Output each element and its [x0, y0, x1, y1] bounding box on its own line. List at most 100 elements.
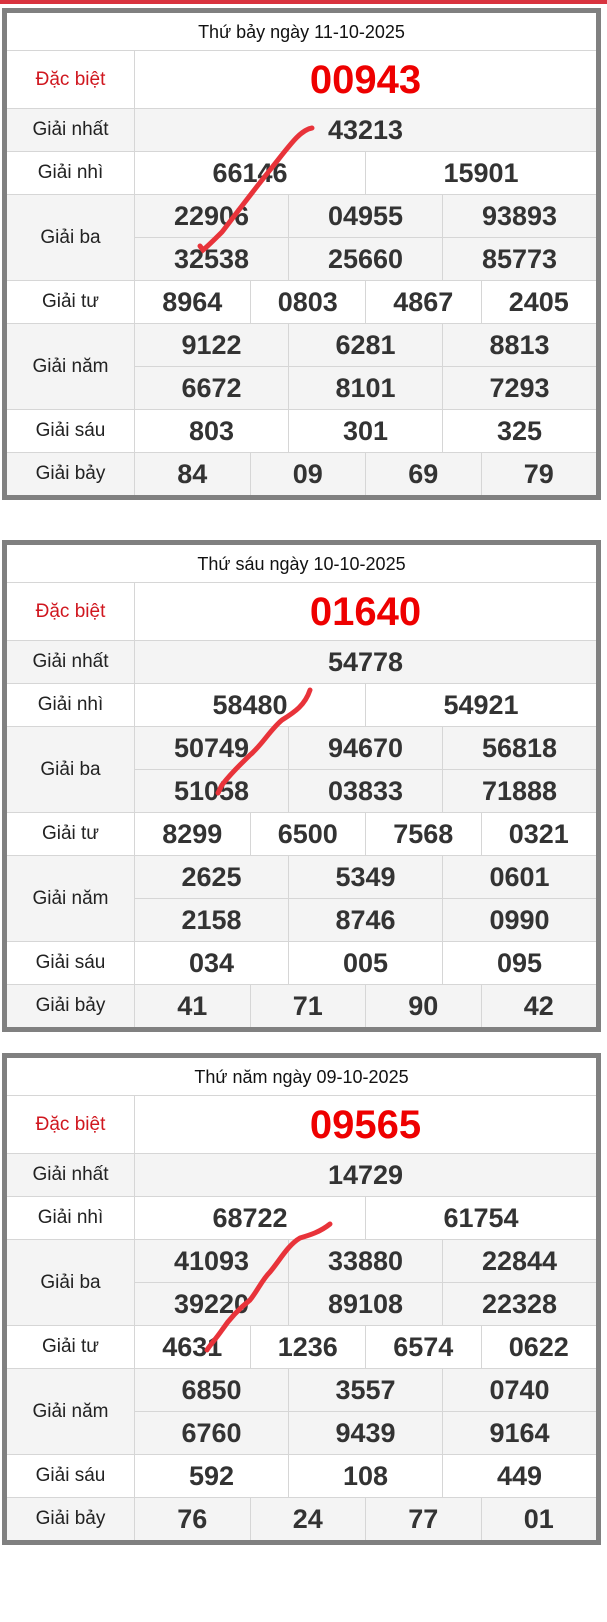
prize-number: 50749 — [173, 732, 250, 763]
prize-number: 85773 — [442, 238, 596, 280]
prize-values: 43213 — [135, 109, 596, 151]
prize-values-line: 58480 54921 — [135, 684, 596, 726]
prize-number: 89108 — [288, 1283, 442, 1325]
prize-number: 325 — [442, 410, 596, 452]
prize-number: 005 — [288, 942, 442, 984]
prize-number: 39220 — [173, 1288, 250, 1319]
prize-values-line: 6672 8101 7293 — [135, 366, 596, 409]
prize-number: 7293 — [442, 367, 596, 409]
prize-number: 77 — [365, 1498, 481, 1540]
prize-values: 9122 6281 8813 6672 8101 7293 — [135, 324, 596, 409]
prize-number: 94670 — [288, 727, 442, 769]
prize-number: 58480 — [212, 689, 288, 720]
prize-number: 71 — [249, 985, 366, 1027]
prize-values-line: 592 108 449 — [135, 1455, 596, 1497]
prize-number: 54778 — [327, 646, 404, 677]
prize-values-line: 6850 3557 0740 — [135, 1369, 596, 1411]
prize-values: 54778 — [135, 641, 596, 683]
prize-number: 9439 — [288, 1412, 442, 1454]
prize-values-line: 4631 1236 6574 0622 — [135, 1326, 596, 1368]
prize-number: 6850 — [181, 1374, 242, 1405]
prize-number: 84 — [177, 458, 208, 489]
prize-row-g5: Giải năm 6850 3557 0740 6760 9439 9164 — [7, 1369, 596, 1455]
prize-values-line: 2625 5349 0601 — [135, 856, 596, 898]
prize-values: 41093 33880 22844 39220 89108 22328 — [135, 1240, 596, 1325]
prize-number: 0803 — [249, 281, 366, 323]
prize-number: 0601 — [442, 856, 596, 898]
prize-values-line: 32538 25660 85773 — [135, 237, 596, 280]
prize-label: Giải năm — [7, 324, 135, 409]
prize-number: 449 — [442, 1455, 596, 1497]
prize-number: 09 — [249, 453, 366, 495]
prize-values-line: 22906 04955 93893 — [135, 195, 596, 237]
prize-values: 68722 61754 — [135, 1197, 596, 1239]
prize-label: Giải bảy — [7, 1498, 135, 1540]
prize-values-line: 14729 — [135, 1154, 596, 1196]
prize-label: Giải bảy — [7, 985, 135, 1027]
prize-number: 6281 — [288, 324, 442, 366]
prize-row-g2: Giải nhì 68722 61754 — [7, 1197, 596, 1240]
prize-values-line: 68722 61754 — [135, 1197, 596, 1239]
prize-number: 108 — [288, 1455, 442, 1497]
prize-number: 0321 — [480, 813, 597, 855]
prize-number: 6500 — [249, 813, 366, 855]
prize-label: Giải sáu — [7, 410, 135, 452]
prize-label: Giải nhất — [7, 641, 135, 683]
prize-values-line: 41093 33880 22844 — [135, 1240, 596, 1282]
prize-values-line: 8964 0803 4867 2405 — [135, 281, 596, 323]
prize-number: 42 — [480, 985, 597, 1027]
prize-row-g4: Giải tư 8964 0803 4867 2405 — [7, 281, 596, 324]
prize-row-special: Đặc biệt 00943 — [7, 51, 596, 109]
prize-values: 034 005 095 — [135, 942, 596, 984]
prize-values: 2625 5349 0601 2158 8746 0990 — [135, 856, 596, 941]
draw-date-title: Thứ bảy ngày 11-10-2025 — [7, 13, 596, 51]
prize-label: Giải ba — [7, 727, 135, 812]
special-prize-number: 01640 — [309, 589, 422, 634]
prize-number: 51058 — [173, 775, 250, 806]
prize-number: 7568 — [365, 813, 481, 855]
prize-values: 41 71 90 42 — [135, 985, 596, 1027]
prize-number: 79 — [480, 453, 597, 495]
draw-date-title: Thứ sáu ngày 10-10-2025 — [7, 545, 596, 583]
prize-number: 24 — [249, 1498, 366, 1540]
prize-number: 8964 — [162, 286, 223, 317]
prize-label: Giải bảy — [7, 453, 135, 495]
prize-number: 8813 — [442, 324, 596, 366]
prize-label: Giải ba — [7, 1240, 135, 1325]
prize-row-g7: Giải bảy 76 24 77 01 — [7, 1498, 596, 1540]
prize-values: 8964 0803 4867 2405 — [135, 281, 596, 323]
prize-number: 6574 — [365, 1326, 481, 1368]
prize-values-line: 41 71 90 42 — [135, 985, 596, 1027]
prize-number: 66146 — [212, 157, 288, 188]
prize-row-g1: Giải nhất 54778 — [7, 641, 596, 684]
prize-number: 54921 — [365, 684, 596, 726]
prize-values-line: 6760 9439 9164 — [135, 1411, 596, 1454]
draw-result-table: Thứ sáu ngày 10-10-2025 Đặc biệt 01640 Giải… — [2, 540, 601, 1032]
prize-values-line: 43213 — [135, 109, 596, 151]
prize-number: 8101 — [288, 367, 442, 409]
prize-number: 0740 — [442, 1369, 596, 1411]
top-accent-bar — [0, 0, 607, 4]
prize-number: 15901 — [365, 152, 596, 194]
prize-number: 301 — [288, 410, 442, 452]
special-prize-number: 09565 — [309, 1102, 422, 1147]
prize-row-g3: Giải ba 50749 94670 56818 51058 03833 71888 — [7, 727, 596, 813]
prize-values-line: 9122 6281 8813 — [135, 324, 596, 366]
prize-label: Giải nhất — [7, 109, 135, 151]
prize-values: 22906 04955 93893 32538 25660 85773 — [135, 195, 596, 280]
prize-row-special: Đặc biệt 01640 — [7, 583, 596, 641]
prize-label: Giải tư — [7, 281, 135, 323]
prize-label: Giải năm — [7, 1369, 135, 1454]
prize-row-g5: Giải năm 9122 6281 8813 6672 8101 7293 — [7, 324, 596, 410]
prize-values-line: 76 24 77 01 — [135, 1498, 596, 1540]
draw-result-table: Thứ bảy ngày 11-10-2025 Đặc biệt 00943 Giải… — [2, 8, 601, 500]
prize-row-g5: Giải năm 2625 5349 0601 2158 8746 0990 — [7, 856, 596, 942]
prize-row-g4: Giải tư 8299 6500 7568 0321 — [7, 813, 596, 856]
prize-label: Giải năm — [7, 856, 135, 941]
prize-number: 803 — [188, 415, 235, 446]
prize-values-line: 50749 94670 56818 — [135, 727, 596, 769]
prize-number: 4867 — [365, 281, 481, 323]
prize-row-g2: Giải nhì 66146 15901 — [7, 152, 596, 195]
prize-number: 9164 — [442, 1412, 596, 1454]
prize-values: 76 24 77 01 — [135, 1498, 596, 1540]
